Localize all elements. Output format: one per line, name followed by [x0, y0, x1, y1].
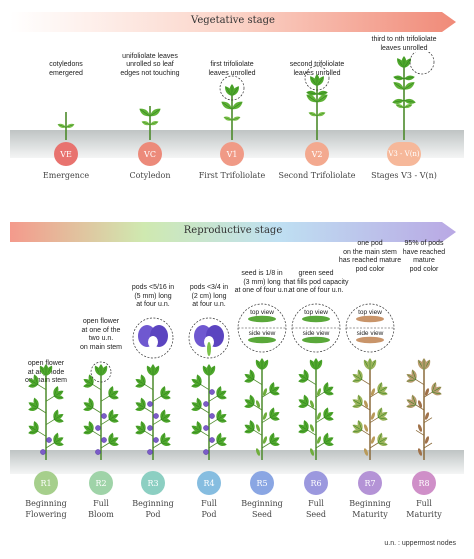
rep-stage-badge: R6: [304, 471, 328, 495]
reproductive-ground: [10, 450, 464, 474]
veg-stage-name: Second Trifoliolate: [278, 171, 356, 180]
veg-stage-badge: V3 - V(n): [387, 142, 421, 166]
reproductive-arrow: [10, 222, 456, 242]
veg-stage-note: third to nth trifoliolate leaves unrolled: [371, 36, 437, 52]
reproductive-stage-title: Reproductive stage: [183, 225, 283, 236]
soybean-plant-icon: [392, 52, 435, 140]
pod-closeup-icon: top view side view: [345, 303, 395, 353]
side-view-label: side view: [249, 330, 276, 337]
rep-stage-note: green seed that fills pod capacity at one …: [283, 270, 349, 294]
soybean-plant-icon: [139, 106, 161, 140]
rep-stage-badge: R1: [34, 471, 58, 495]
flower-closeup-icon: [132, 317, 174, 359]
veg-stage-note: first trifoliolate leaves unrolled: [208, 61, 256, 77]
soybean-plant-icon: [304, 65, 330, 140]
rep-stage-note: one pod on the main stem has reached matur…: [338, 240, 402, 273]
pod-closeup-icon: top view side view: [237, 303, 287, 353]
soybean-plant-icon: [244, 358, 280, 460]
soybean-plant-icon: [135, 364, 171, 460]
vegetative-stage-banner: Vegetative stage: [10, 12, 456, 32]
soybean-plant-icon: [352, 358, 388, 460]
side-view-label: side view: [357, 330, 384, 337]
rep-stage-note: pods <3/4 in (2 cm) long at four u.n.: [189, 284, 229, 308]
rep-stage-note: pods <5/16 in (5 mm) long at four u.n.: [131, 284, 175, 308]
rep-stage-name: Beginning Seed: [241, 499, 283, 519]
rep-stage-badge: R4: [197, 471, 221, 495]
rep-stage-name: Beginning Pod: [132, 499, 174, 519]
vegetative-arrow: [10, 12, 456, 32]
vegetative-stage-title: Vegetative stage: [191, 15, 275, 26]
veg-stage-name: Cotyledon: [129, 171, 171, 180]
soybean-plant-icon: [28, 364, 64, 460]
rep-stage-badge: R3: [141, 471, 165, 495]
soybean-plant-icon: [83, 361, 119, 460]
veg-stage-badge: VC: [138, 142, 162, 166]
top-view-label: top view: [304, 309, 328, 316]
side-view-label: side view: [303, 330, 330, 337]
veg-stage-badge: VE: [54, 142, 78, 166]
soybean-plant-icon: [219, 75, 245, 140]
veg-stage-name: Emergence: [42, 171, 90, 180]
rep-stage-badge: R2: [89, 471, 113, 495]
veg-stage-note: cotyledons emergered: [49, 61, 83, 77]
top-view-label: top view: [358, 309, 382, 316]
veg-stage-badge: V2: [305, 142, 329, 166]
veg-stage-note: unifoliolate leaves unrolled so leaf edges…: [120, 52, 180, 77]
veg-stage-badge: V1: [220, 142, 244, 166]
footnote: u.n. : uppermost nodes: [384, 540, 456, 547]
rep-stage-note: 95% of pods have reached mature pod color: [402, 240, 446, 273]
rep-stage-name: Beginning Flowering: [25, 499, 67, 519]
rep-stage-badge: R8: [412, 471, 436, 495]
rep-stage-note: seed is 1/8 in (3 mm) long at one of four …: [234, 270, 290, 294]
pod-closeup-icon: top view side view: [291, 303, 341, 353]
soybean-plant-icon: [57, 112, 75, 140]
reproductive-stage-banner: Reproductive stage: [10, 222, 456, 242]
rep-stage-name: Beginning Maturity: [349, 499, 391, 519]
rep-stage-badge: R7: [358, 471, 382, 495]
rep-stage-name: Full Bloom: [88, 499, 114, 519]
rep-stage-name: Full Seed: [305, 499, 327, 519]
soybean-plant-icon: [406, 358, 442, 460]
top-view-label: top view: [250, 309, 274, 316]
veg-stage-name: First Trifoliolate: [198, 171, 266, 180]
rep-stage-note: open flower at one of the two u.n. on main …: [79, 318, 123, 351]
soybean-plant-icon: [298, 358, 334, 460]
rep-stage-name: Full Pod: [201, 499, 217, 519]
soybean-plant-icon: [191, 364, 227, 460]
rep-stage-badge: R5: [250, 471, 274, 495]
flower-closeup-icon: [188, 317, 230, 359]
veg-stage-name: Stages V3 - V(n): [371, 171, 437, 180]
veg-stage-note: second trifoliolate leaves unrolled: [289, 61, 345, 77]
rep-stage-name: Full Maturity: [406, 499, 442, 519]
